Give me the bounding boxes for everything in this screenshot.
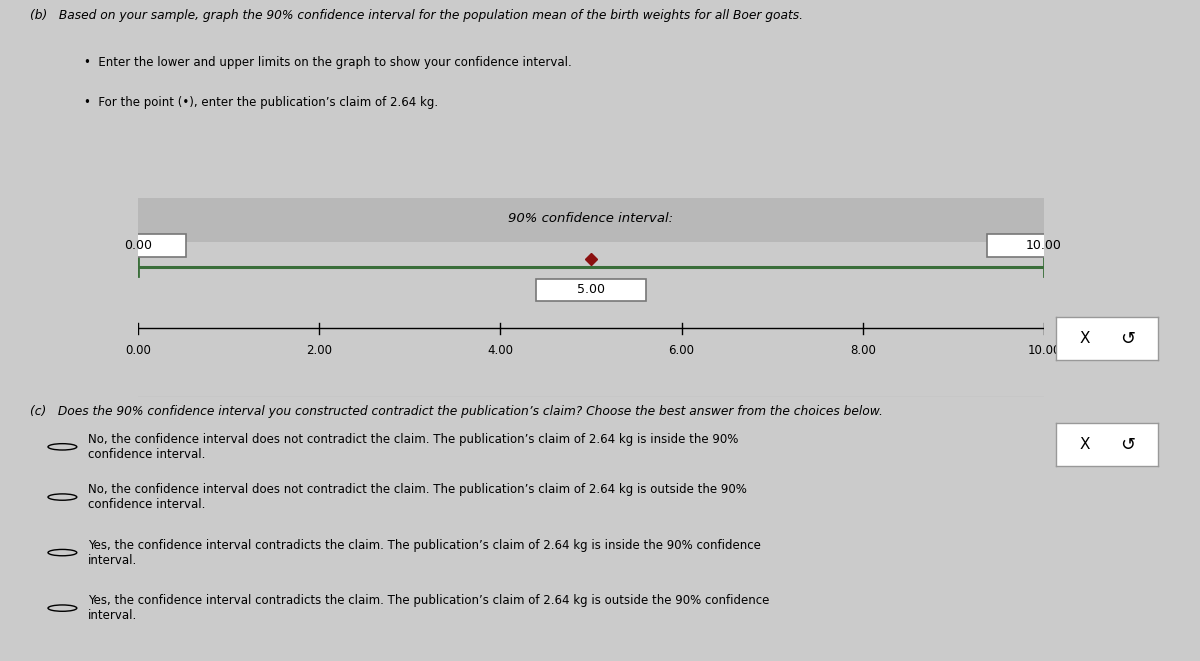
Text: (c)   Does the 90% confidence interval you constructed contradict the publicatio: (c) Does the 90% confidence interval you… bbox=[30, 405, 883, 418]
Text: ↺: ↺ bbox=[1120, 330, 1135, 348]
FancyBboxPatch shape bbox=[986, 235, 1092, 257]
Text: 0.00: 0.00 bbox=[124, 239, 152, 252]
Text: 8.00: 8.00 bbox=[850, 344, 876, 357]
Text: 10.00: 10.00 bbox=[1026, 239, 1062, 252]
Text: X: X bbox=[1079, 437, 1090, 452]
Text: 0.00: 0.00 bbox=[125, 344, 151, 357]
Text: ↺: ↺ bbox=[1120, 436, 1135, 453]
FancyBboxPatch shape bbox=[535, 278, 647, 301]
FancyBboxPatch shape bbox=[90, 235, 186, 257]
Text: 4.00: 4.00 bbox=[487, 344, 514, 357]
Text: 90% confidence interval:: 90% confidence interval: bbox=[509, 212, 673, 225]
Text: Yes, the confidence interval contradicts the claim. The publication’s claim of 2: Yes, the confidence interval contradicts… bbox=[88, 539, 761, 566]
Text: No, the confidence interval does not contradict the claim. The publication’s cla: No, the confidence interval does not con… bbox=[88, 483, 746, 511]
Text: 5.00: 5.00 bbox=[577, 284, 605, 297]
Bar bbox=[138, 198, 1044, 243]
Text: 6.00: 6.00 bbox=[668, 344, 695, 357]
Text: No, the confidence interval does not contradict the claim. The publication’s cla: No, the confidence interval does not con… bbox=[88, 433, 738, 461]
Text: 10.00: 10.00 bbox=[1027, 344, 1061, 357]
Text: •  For the point (•), enter the publication’s claim of 2.64 kg.: • For the point (•), enter the publicati… bbox=[84, 97, 438, 109]
Text: 2.00: 2.00 bbox=[306, 344, 332, 357]
Text: X: X bbox=[1079, 331, 1090, 346]
Text: (b)   Based on your sample, graph the 90% confidence interval for the population: (b) Based on your sample, graph the 90% … bbox=[30, 9, 803, 22]
Text: •  Enter the lower and upper limits on the graph to show your confidence interva: • Enter the lower and upper limits on th… bbox=[84, 56, 571, 69]
Text: Yes, the confidence interval contradicts the claim. The publication’s claim of 2: Yes, the confidence interval contradicts… bbox=[88, 594, 769, 622]
